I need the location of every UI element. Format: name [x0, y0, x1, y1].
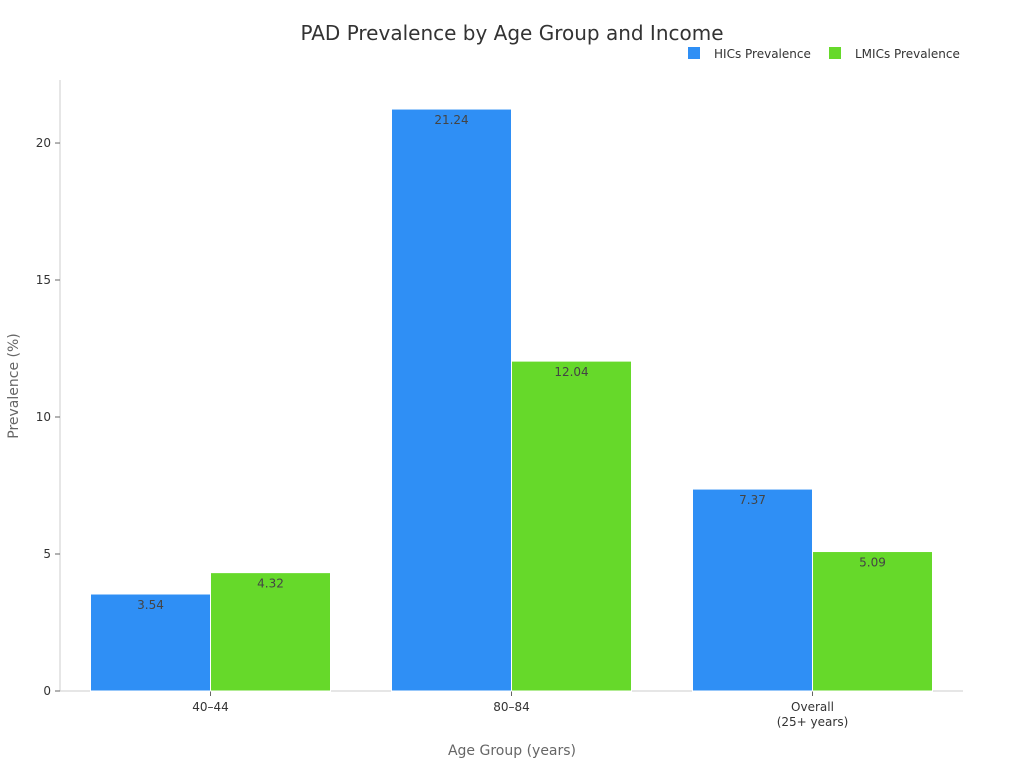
- x-axis-label: Age Group (years): [448, 743, 576, 759]
- y-tick-label: 15: [36, 273, 51, 287]
- y-tick-label: 20: [36, 136, 51, 150]
- legend-label: HICs Prevalence: [714, 47, 811, 61]
- x-tick-label-line: Overall: [791, 700, 834, 714]
- bar-0-2: [692, 488, 813, 692]
- bars: [90, 108, 933, 692]
- bar-1-0: [210, 572, 331, 692]
- bar-0-1: [391, 108, 512, 692]
- data-label: 12.04: [554, 365, 588, 379]
- chart-title: PAD Prevalence by Age Group and Income: [300, 21, 723, 45]
- bar-1-1: [511, 360, 632, 692]
- x-tick-label-line: 40–44: [192, 700, 229, 714]
- bar-0-0: [90, 593, 211, 692]
- legend-swatch: [829, 47, 841, 59]
- data-label: 7.37: [739, 493, 766, 507]
- x-tick-label: 80–84: [493, 700, 530, 714]
- y-tick-label: 0: [43, 684, 51, 698]
- legend-swatch: [688, 47, 700, 59]
- data-label: 5.09: [859, 556, 886, 570]
- data-label: 3.54: [137, 598, 164, 612]
- data-label: 21.24: [434, 113, 468, 127]
- y-tick-label: 10: [36, 410, 51, 424]
- legend: HICs Prevalence LMICs Prevalence: [688, 47, 960, 61]
- x-tick-label-line: 80–84: [493, 700, 530, 714]
- y-tick-label: 5: [43, 547, 51, 561]
- legend-label: LMICs Prevalence: [855, 47, 960, 61]
- data-label: 4.32: [257, 577, 284, 591]
- bar-1-2: [812, 551, 933, 692]
- y-axis-label: Prevalence (%): [6, 333, 22, 439]
- data-labels: 3.54 4.32 21.24 12.04 7.37 5.09: [137, 113, 886, 612]
- x-tick-label-line: (25+ years): [777, 715, 849, 729]
- x-tick-label: 40–44: [192, 700, 229, 714]
- x-tick-label: Overall (25+ years): [777, 700, 849, 729]
